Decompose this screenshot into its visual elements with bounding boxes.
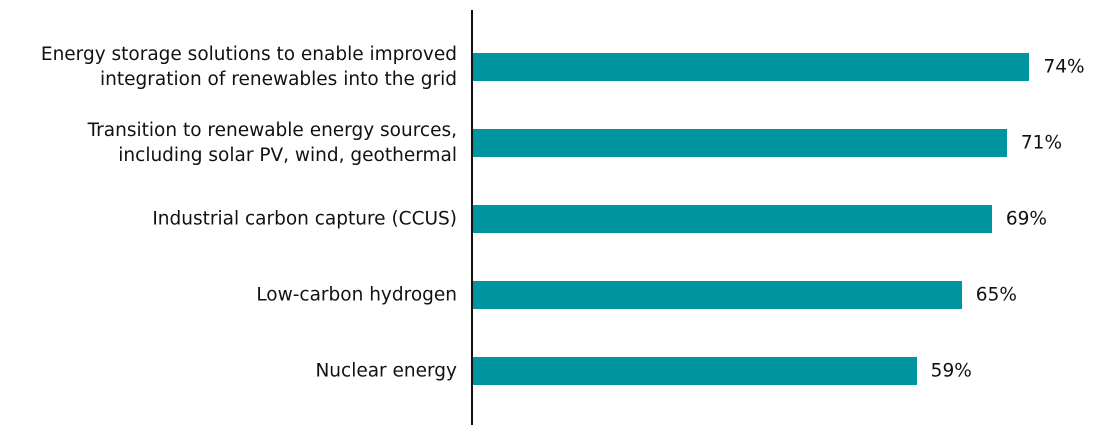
value-label: 74% [1043,56,1085,78]
axis-line [471,10,473,425]
bar [473,129,1007,157]
category-label: Industrial carbon capture (CCUS) [152,208,457,230]
category-label: Low-carbon hydrogen [256,284,457,306]
category-label: Transition to renewable energy sources, … [87,120,457,166]
bar [473,357,917,385]
value-label: 69% [1005,208,1047,230]
category-label: Nuclear energy [315,360,457,382]
bar [473,205,992,233]
bar [473,281,962,309]
value-label: 65% [975,284,1017,306]
category-label: Energy storage solutions to enable impro… [40,44,457,90]
bar [473,53,1030,81]
value-label: 59% [930,360,972,382]
value-label: 71% [1020,132,1063,154]
